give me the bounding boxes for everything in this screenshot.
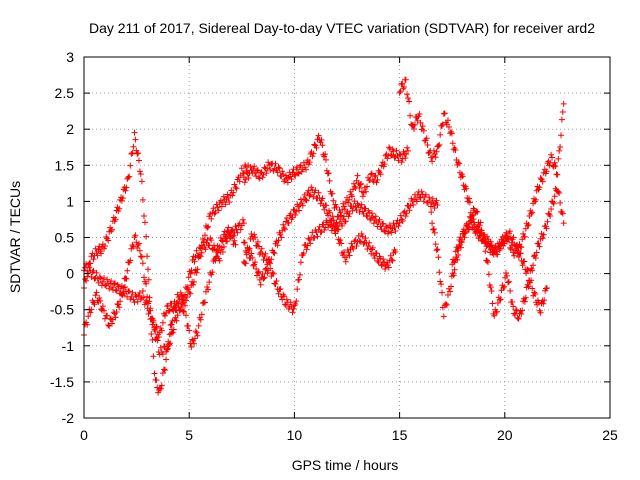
data-series [81,76,567,396]
series-trace-d [240,132,411,220]
y-tick-label: -2 [62,410,75,426]
series-trace-f [240,217,399,316]
y-tick-label: 1 [66,193,74,209]
x-axis-label: GPS time / hours [292,457,399,473]
series-markers [81,129,252,396]
plot-frame [83,56,611,419]
series-markers [240,132,411,220]
series-trace-i [449,217,550,316]
x-tick-label: 20 [497,427,513,443]
y-tick-label: 1.5 [55,157,75,173]
x-tick-label: 10 [287,427,303,443]
series-markers [428,185,567,322]
x-tick-label: 0 [80,427,88,443]
series-trace-h [428,185,567,322]
x-tick-label: 5 [185,427,193,443]
y-tick-label: 2 [66,121,74,137]
y-tick-label: -1 [62,338,75,354]
grid-lines [84,57,610,418]
y-tick-label: 0.5 [55,230,75,246]
series-trace-e [240,184,441,268]
chart-title: Day 211 of 2017, Sidereal Day-to-day VTE… [89,20,595,36]
y-tick-label: 2.5 [55,85,75,101]
x-tick-label: 15 [392,427,408,443]
y-axis-label: SDTVAR / TECUs [7,181,23,293]
axis-ticks: -2 -1.5 -1 -0.5 0 0.5 1 1.5 2 2.5 3 0 5 10 15 20 25 [50,49,618,443]
y-tick-label: 3 [66,49,74,65]
x-tick-label: 25 [602,427,618,443]
series-markers [240,184,441,268]
series-markers [449,217,550,316]
series-markers [240,217,399,316]
series-trace-a [81,129,252,396]
y-tick-label: 0 [66,266,74,282]
y-tick-label: -0.5 [50,302,74,318]
y-tick-label: -1.5 [50,374,74,390]
